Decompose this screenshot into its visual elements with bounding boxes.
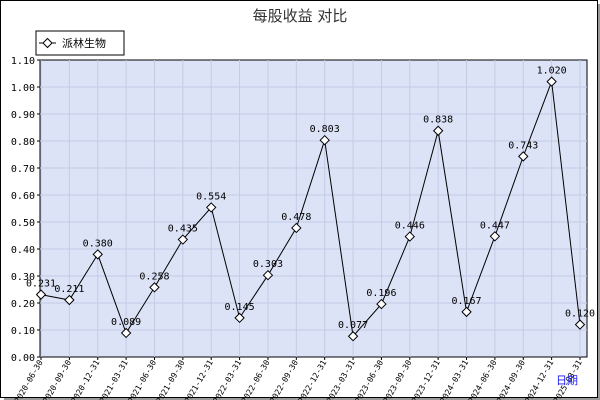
y-tick-label: 0.00 <box>11 353 35 364</box>
data-label: 0.743 <box>508 140 538 151</box>
data-point-marker <box>234 312 245 324</box>
y-tick-label: 1.10 <box>11 56 35 67</box>
data-label: 0.803 <box>310 124 340 135</box>
data-point-marker <box>262 269 274 281</box>
data-point-marker <box>35 289 47 300</box>
legend: 派林生物 <box>35 30 125 56</box>
data-point-marker <box>574 319 586 330</box>
data-point-marker <box>177 234 189 245</box>
y-tick-label: 0.90 <box>11 110 35 121</box>
series-line-group <box>40 81 581 338</box>
series-points-group <box>35 76 586 342</box>
y-tick-label: 0.50 <box>11 218 35 229</box>
data-label: 0.838 <box>423 115 453 126</box>
data-point-marker <box>461 306 472 318</box>
gridlines <box>40 60 587 357</box>
y-tick-label: 0.40 <box>11 245 35 256</box>
data-point-marker <box>149 282 160 293</box>
data-label: 0.211 <box>54 284 84 295</box>
chart-title: 每股收益 对比 <box>253 7 348 25</box>
data-label: 0.554 <box>196 191 226 202</box>
data-point-marker <box>291 222 302 234</box>
y-axis-ticks: 0.00 0.10 0.20 0.30 0.40 0.50 0.60 0.70 0.80 0.90… <box>11 56 40 364</box>
data-label: 0.447 <box>480 220 510 231</box>
y-tick-label: 0.70 <box>11 164 35 175</box>
data-label: 0.446 <box>395 221 425 232</box>
legend-series-name: 派林生物 <box>62 36 106 50</box>
legend-diamond-marker <box>42 37 53 49</box>
series-line <box>40 81 581 338</box>
data-point-marker <box>64 294 75 306</box>
y-tick-label: 0.20 <box>11 299 35 310</box>
data-point-marker <box>92 249 103 260</box>
data-label: 0.120 <box>565 309 595 320</box>
y-tick-label: 0.60 <box>11 191 35 202</box>
data-label: 0.303 <box>253 259 283 270</box>
data-point-marker <box>347 331 359 342</box>
data-label: 0.077 <box>338 320 368 331</box>
y-tick-label: 0.30 <box>11 272 35 283</box>
data-label: 0.258 <box>139 271 169 282</box>
data-label: 1.020 <box>537 66 567 77</box>
y-tick-label: 0.10 <box>11 326 35 337</box>
data-label: 0.145 <box>225 302 255 313</box>
data-label: 0.089 <box>111 317 141 328</box>
data-label: 0.196 <box>366 288 396 299</box>
data-label: 0.478 <box>281 212 311 223</box>
data-point-marker <box>489 231 501 242</box>
data-label: 0.167 <box>451 296 481 307</box>
data-point-marker <box>546 76 557 87</box>
data-point-marker <box>120 327 132 339</box>
data-point-marker <box>432 125 444 136</box>
data-label: 0.435 <box>168 224 198 235</box>
plot-area <box>39 59 588 358</box>
frame-shadow-bottom <box>4 398 600 400</box>
data-point-marker <box>319 134 330 146</box>
data-label: 0.231 <box>26 279 56 290</box>
y-tick-label: 0.80 <box>11 137 35 148</box>
data-point-marker <box>404 231 415 242</box>
data-label: 0.380 <box>83 238 113 249</box>
data-point-marker <box>518 151 529 162</box>
frame-shadow-right <box>598 4 600 400</box>
data-point-marker <box>206 202 217 213</box>
data-point-marker <box>376 298 387 310</box>
y-tick-label: 1.00 <box>11 83 35 94</box>
x-axis-label: 日期 <box>556 374 578 387</box>
